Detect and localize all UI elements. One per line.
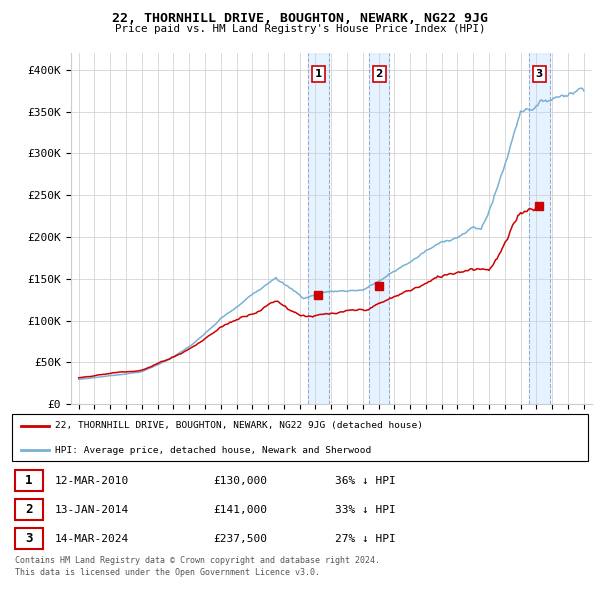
- FancyBboxPatch shape: [12, 414, 588, 461]
- Text: £141,000: £141,000: [214, 505, 268, 514]
- Text: This data is licensed under the Open Government Licence v3.0.: This data is licensed under the Open Gov…: [15, 568, 320, 576]
- Text: 33% ↓ HPI: 33% ↓ HPI: [335, 505, 395, 514]
- Text: 1: 1: [25, 474, 32, 487]
- Text: 2: 2: [25, 503, 32, 516]
- Text: 12-MAR-2010: 12-MAR-2010: [55, 476, 130, 486]
- Bar: [529, 53, 550, 404]
- Text: 13-JAN-2014: 13-JAN-2014: [55, 505, 130, 514]
- Text: £237,500: £237,500: [214, 534, 268, 544]
- Text: 14-MAR-2024: 14-MAR-2024: [55, 534, 130, 544]
- Text: HPI: Average price, detached house, Newark and Sherwood: HPI: Average price, detached house, Newa…: [55, 445, 371, 454]
- Bar: [369, 53, 389, 404]
- Text: 3: 3: [25, 532, 32, 545]
- FancyBboxPatch shape: [15, 499, 43, 520]
- Text: 36% ↓ HPI: 36% ↓ HPI: [335, 476, 395, 486]
- Text: 2: 2: [376, 69, 383, 79]
- Text: £130,000: £130,000: [214, 476, 268, 486]
- Text: 1: 1: [315, 69, 322, 79]
- Text: 3: 3: [536, 69, 543, 79]
- Text: Contains HM Land Registry data © Crown copyright and database right 2024.: Contains HM Land Registry data © Crown c…: [15, 556, 380, 565]
- Bar: [308, 53, 329, 404]
- Text: 27% ↓ HPI: 27% ↓ HPI: [335, 534, 395, 544]
- FancyBboxPatch shape: [15, 529, 43, 549]
- Text: 22, THORNHILL DRIVE, BOUGHTON, NEWARK, NG22 9JG (detached house): 22, THORNHILL DRIVE, BOUGHTON, NEWARK, N…: [55, 421, 423, 430]
- FancyBboxPatch shape: [15, 470, 43, 491]
- Text: 22, THORNHILL DRIVE, BOUGHTON, NEWARK, NG22 9JG: 22, THORNHILL DRIVE, BOUGHTON, NEWARK, N…: [112, 12, 488, 25]
- Text: Price paid vs. HM Land Registry's House Price Index (HPI): Price paid vs. HM Land Registry's House …: [115, 24, 485, 34]
